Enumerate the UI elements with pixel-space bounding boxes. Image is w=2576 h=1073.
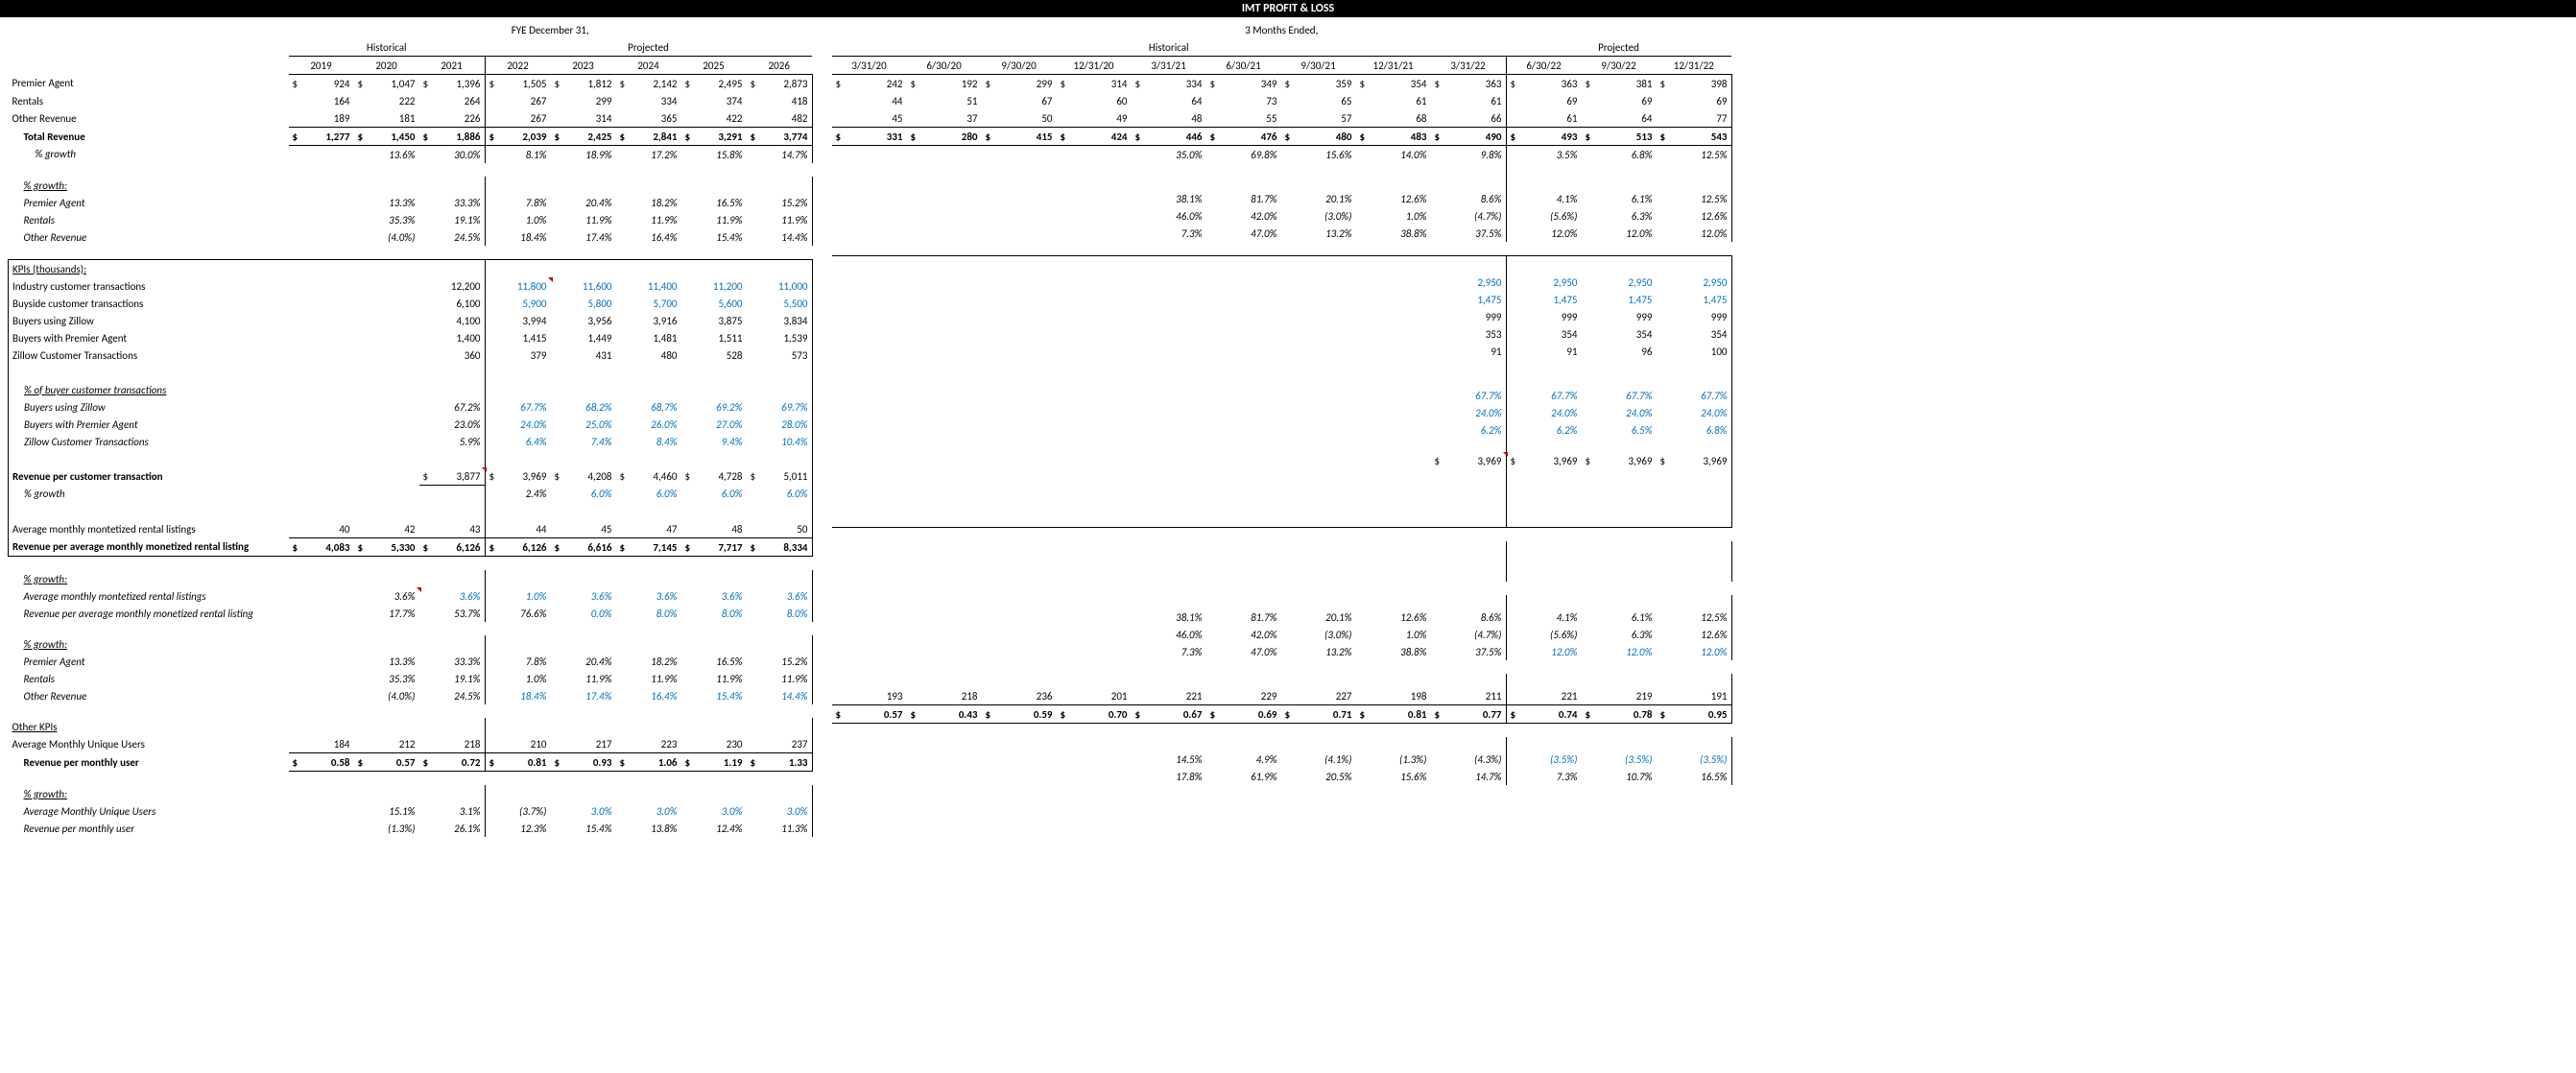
left-table: FYE December 31,HistoricalProjected20192… xyxy=(8,21,813,837)
right-panel: 3 Months Ended,HistoricalProjected3/31/2… xyxy=(832,21,1732,837)
main-container: FYE December 31,HistoricalProjected20192… xyxy=(0,17,2576,841)
left-panel: FYE December 31,HistoricalProjected20192… xyxy=(8,21,813,837)
title-bar: IMT PROFIT & LOSS xyxy=(0,0,2576,17)
right-table: 3 Months Ended,HistoricalProjected3/31/2… xyxy=(832,21,1732,785)
